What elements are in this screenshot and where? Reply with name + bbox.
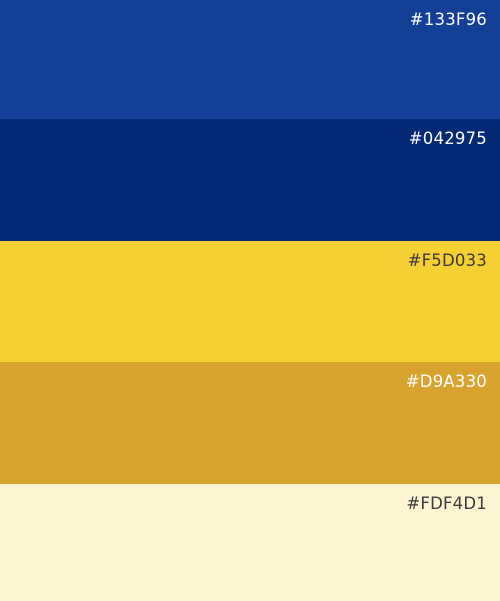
hex-code-label: #042975 [408,129,487,148]
color-swatch[interactable]: #133F96 [0,0,500,119]
color-swatch[interactable]: #042975 [0,119,500,241]
hex-code-label: #D9A330 [405,372,487,391]
hex-code-label: #FDF4D1 [406,494,487,513]
color-swatch[interactable]: #D9A330 [0,362,500,484]
color-swatch[interactable]: #FDF4D1 [0,484,500,601]
hex-code-label: #F5D033 [407,251,487,270]
color-swatch[interactable]: #F5D033 [0,241,500,362]
hex-code-label: #133F96 [409,10,487,29]
